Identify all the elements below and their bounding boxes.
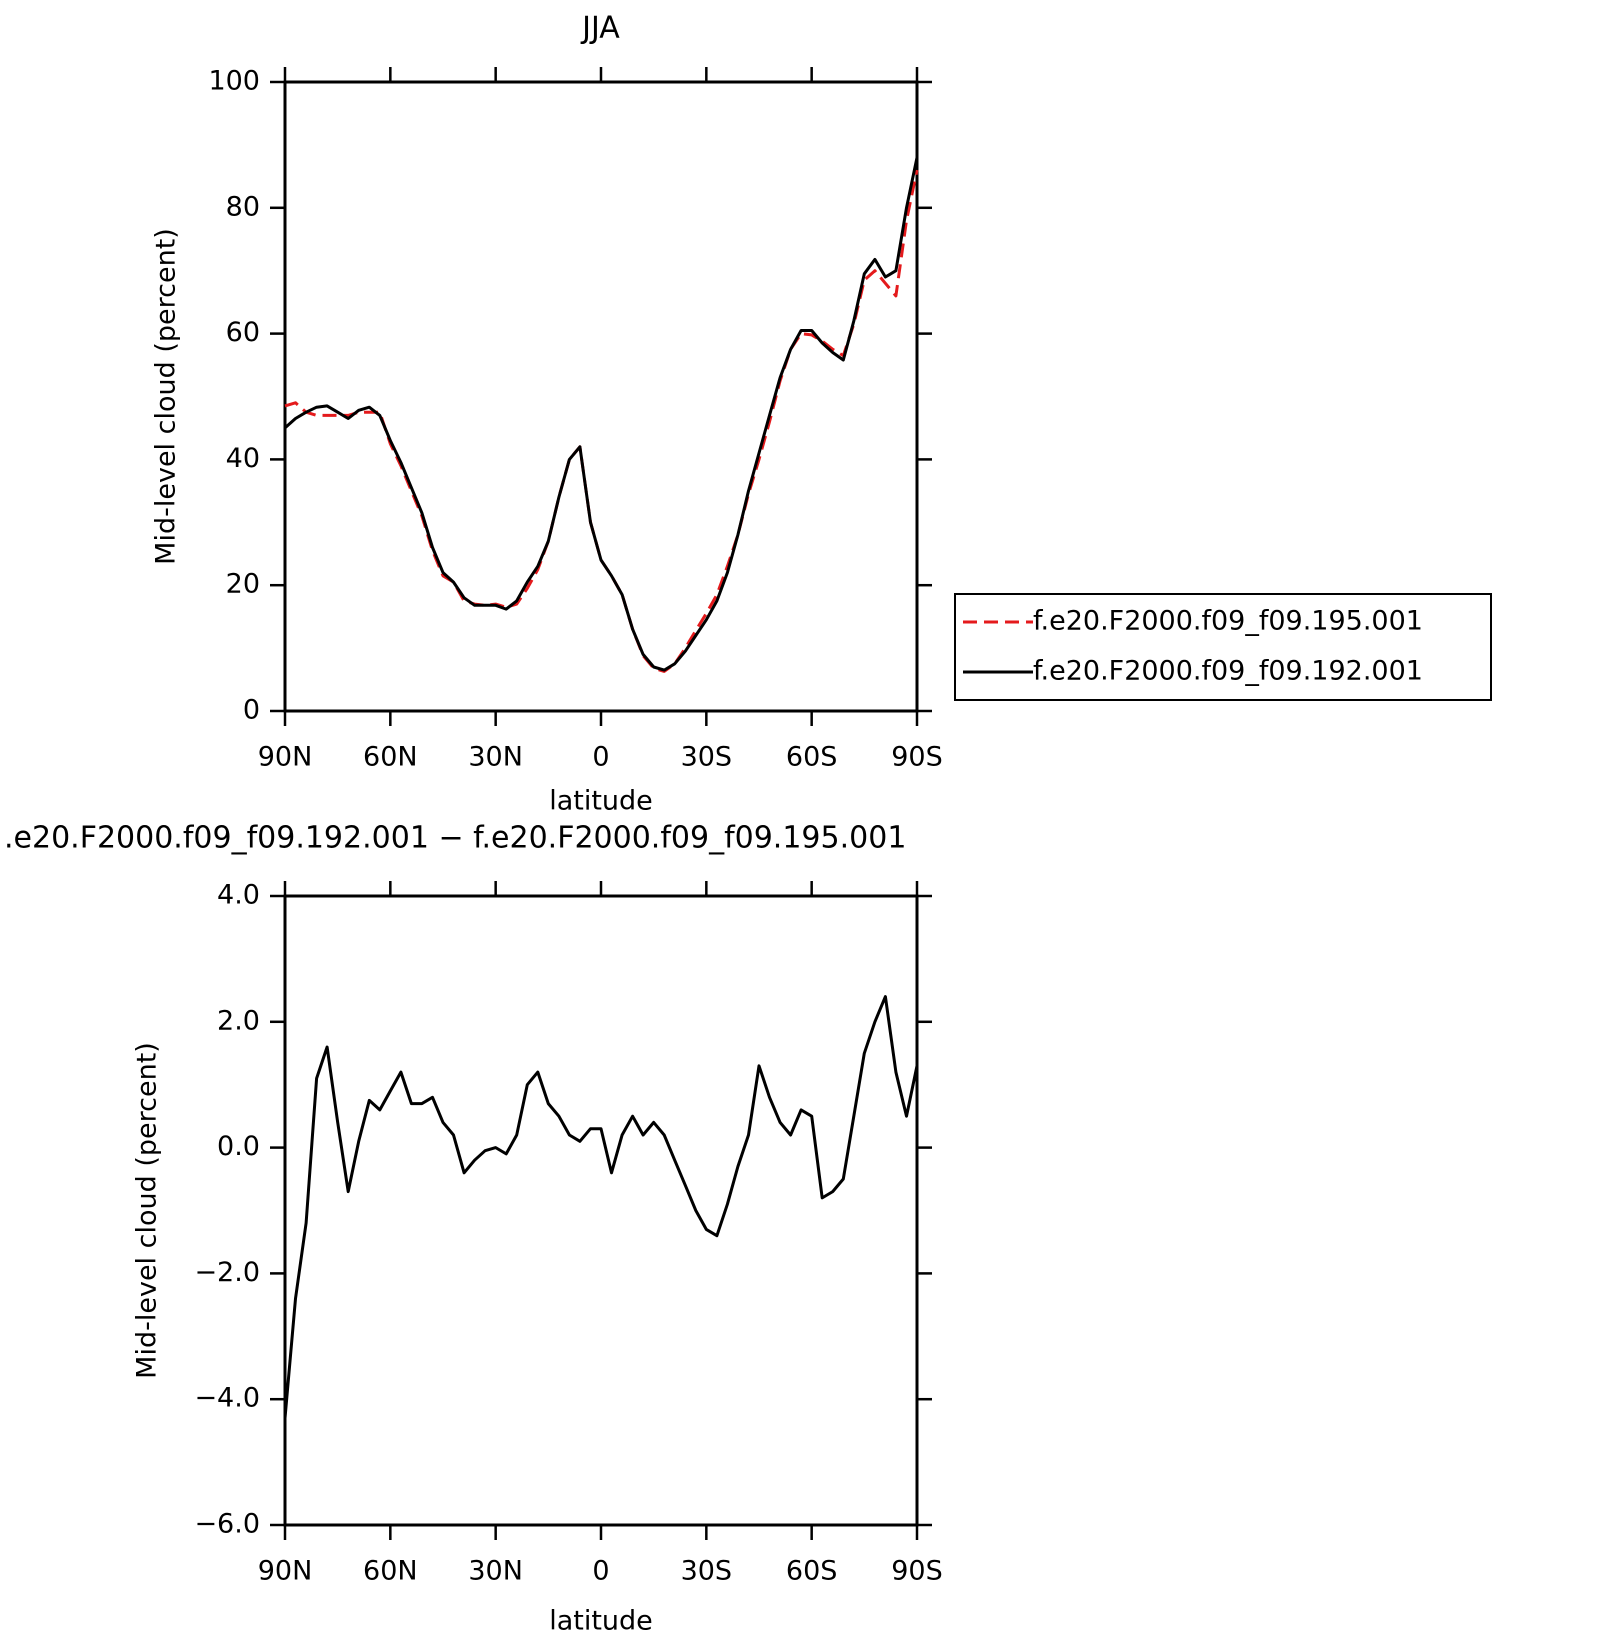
legend-box <box>954 593 1492 701</box>
data-line <box>283 995 919 1419</box>
data-line <box>283 157 919 672</box>
x-tick-label: 60S <box>786 742 838 773</box>
x-tick-label: 90N <box>258 1556 313 1587</box>
y-tick-label: 80 <box>226 191 260 222</box>
x-tick-label: 60S <box>786 1556 838 1587</box>
x-tick-label: 30N <box>468 1556 523 1587</box>
x-tick-label: 30S <box>681 1556 733 1587</box>
x-tick-label: 0 <box>592 742 609 773</box>
x-tick-label: 90S <box>891 1556 943 1587</box>
y-tick-label: 100 <box>208 66 260 97</box>
plot-frame <box>283 894 919 1527</box>
y-tick-label: −4.0 <box>194 1383 260 1414</box>
y-tick-label: 0 <box>243 695 260 726</box>
plot-frame <box>283 80 919 713</box>
y-tick-label: −2.0 <box>194 1257 260 1288</box>
legend-label: f.e20.F2000.f09_f09.195.001 <box>1033 606 1423 637</box>
y-tick-label: 4.0 <box>217 880 260 911</box>
y-tick-label: −6.0 <box>194 1509 260 1540</box>
x-axis-label: latitude <box>549 1606 653 1637</box>
data-line <box>284 169 919 673</box>
x-tick-label: 30S <box>681 742 733 773</box>
y-tick-label: 40 <box>226 443 260 474</box>
chart-title: .e20.F2000.f09_f09.192.001 − f.e20.F2000… <box>4 821 906 856</box>
y-tick-label: 0.0 <box>217 1131 260 1162</box>
y-axis-label: Mid-level cloud (percent) <box>132 1042 163 1379</box>
y-tick-label: 20 <box>226 569 260 600</box>
x-tick-label: 60N <box>363 742 418 773</box>
x-tick-label: 90S <box>891 742 943 773</box>
x-tick-label: 30N <box>468 742 523 773</box>
x-tick-label: 90N <box>258 742 313 773</box>
x-tick-label: 60N <box>363 1556 418 1587</box>
y-tick-label: 2.0 <box>217 1005 260 1036</box>
y-axis-label: Mid-level cloud (percent) <box>151 228 182 565</box>
chart-title: JJA <box>580 11 620 46</box>
y-tick-label: 60 <box>226 317 260 348</box>
legend-label: f.e20.F2000.f09_f09.192.001 <box>1033 656 1423 687</box>
x-tick-label: 0 <box>592 1556 609 1587</box>
x-axis-label: latitude <box>549 786 653 817</box>
